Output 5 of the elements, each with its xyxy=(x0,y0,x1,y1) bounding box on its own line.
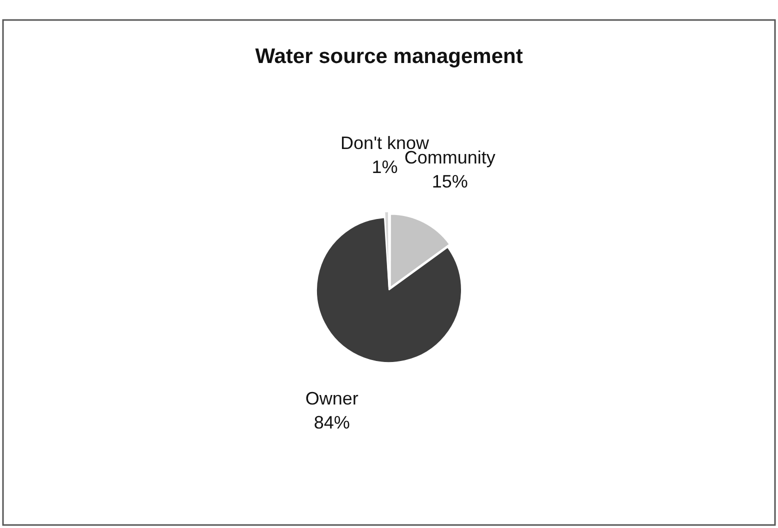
data-label: 84% xyxy=(314,412,350,432)
data-label: 1% xyxy=(372,156,398,177)
data-label: 15% xyxy=(432,171,468,192)
slice-label: Owner xyxy=(305,388,358,408)
chart-title: Water source management xyxy=(255,44,523,68)
